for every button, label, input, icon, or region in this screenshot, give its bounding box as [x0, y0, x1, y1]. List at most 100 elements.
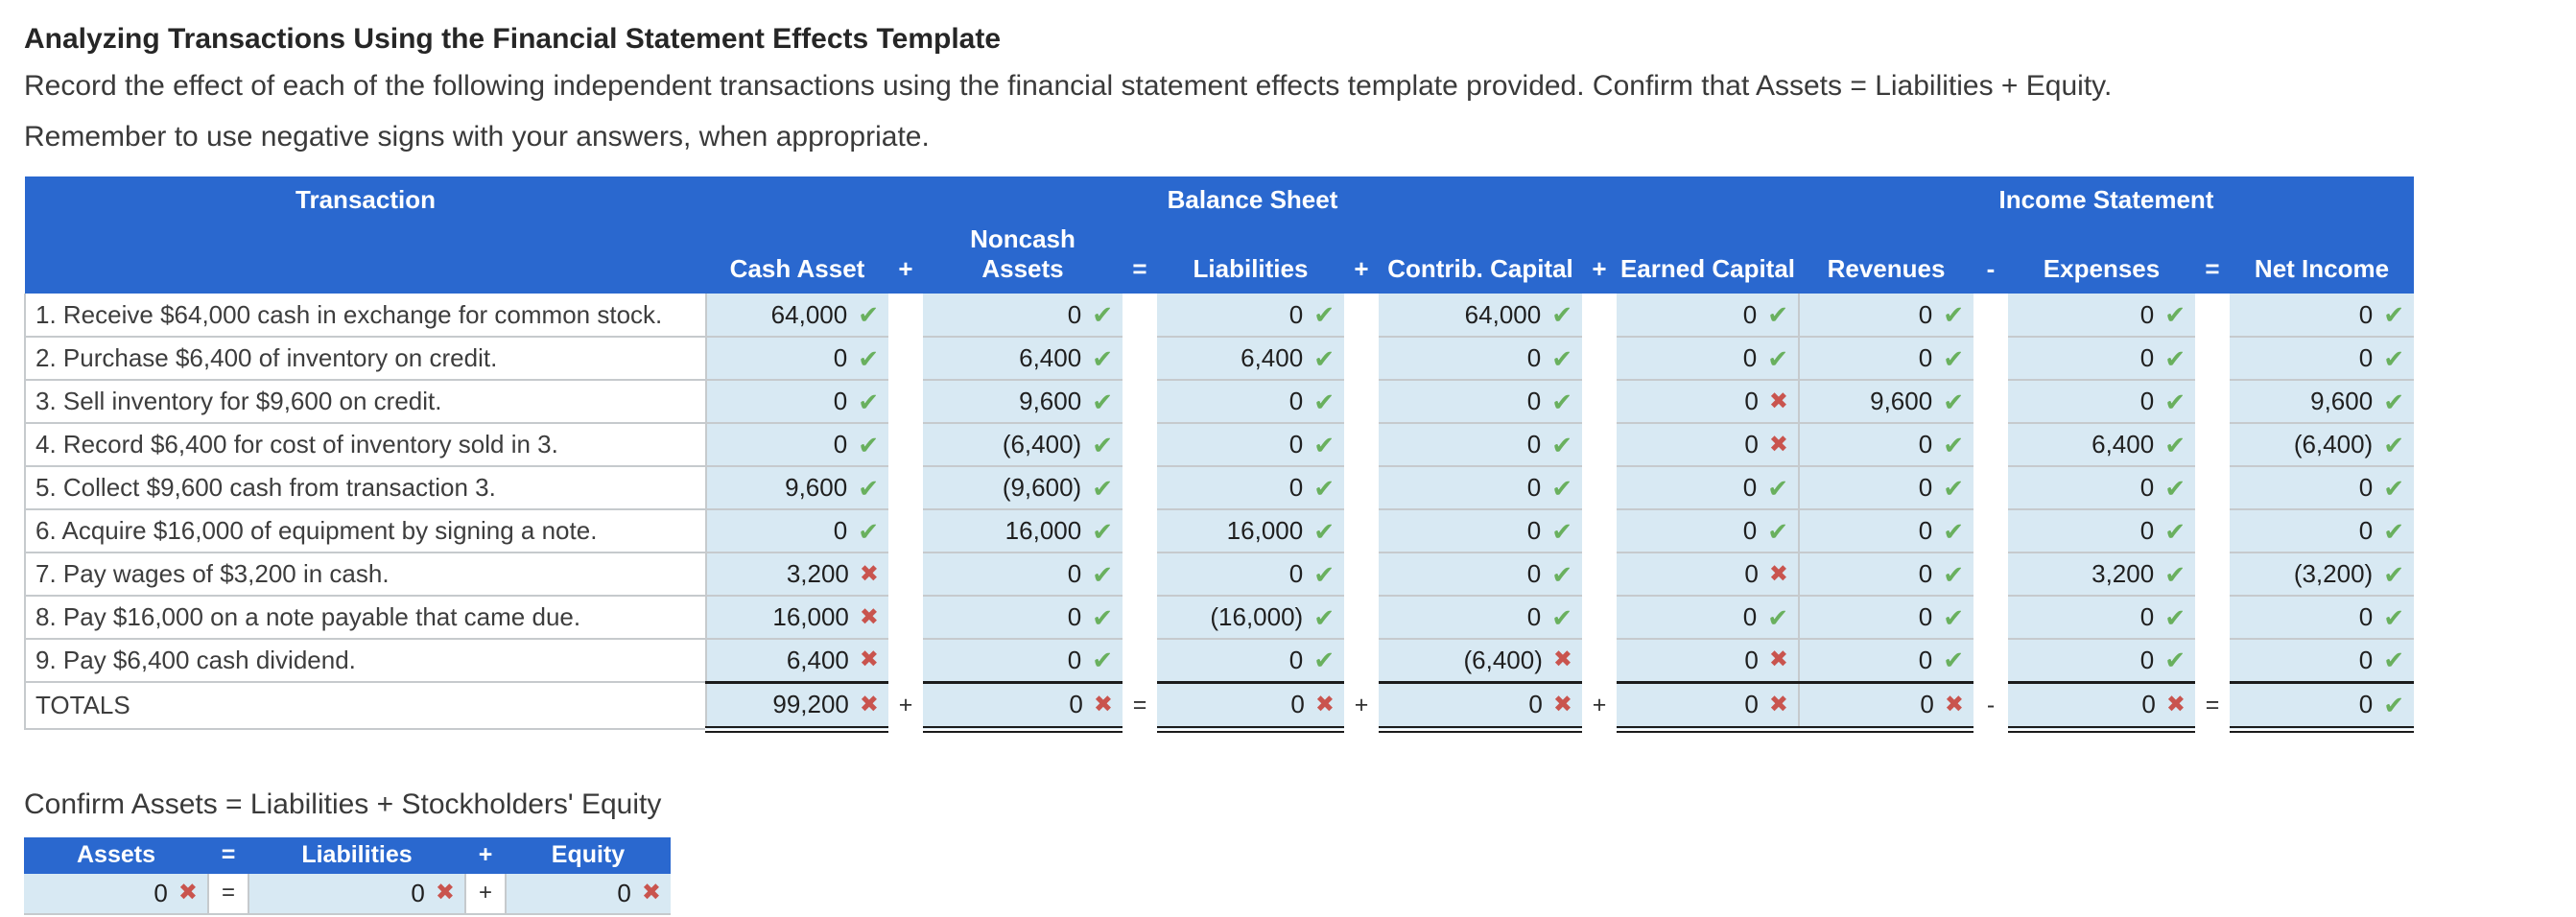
value-cell-expenses[interactable]: 0 ✔ [2008, 294, 2195, 338]
value-cell-net-income[interactable]: (6,400) ✔ [2230, 423, 2414, 467]
column-spacer [1582, 423, 1617, 466]
value-cell-earned-capital[interactable]: 0 ✖ [1617, 639, 1799, 683]
value-cell-cash-asset[interactable]: 0 ✔ [706, 509, 888, 553]
value-cell-contrib-capital[interactable]: 64,000 ✔ [1379, 294, 1582, 338]
value-cell-net-income[interactable]: 0 ✔ [2230, 509, 2414, 553]
value-cell-revenues[interactable]: 0 ✔ [1798, 596, 1973, 640]
value-cell-revenues[interactable]: 0 ✔ [1798, 553, 1973, 597]
value-cell-net-income[interactable]: 0 ✔ [2230, 596, 2414, 640]
value-cell-contrib-capital[interactable]: 0 ✔ [1379, 466, 1582, 510]
value-cell-revenues[interactable]: 0 ✔ [1798, 423, 1973, 467]
value-cell-liabilities[interactable]: 6,400 ✔ [1157, 337, 1344, 381]
value-cell-cash-asset[interactable]: 99,200 ✖ [706, 680, 888, 733]
value-cell-net-income[interactable]: 0 ✔ [2230, 294, 2414, 338]
value-cell-liabilities[interactable]: 0 ✔ [1157, 423, 1344, 467]
value-cell-contrib-capital[interactable]: 0 ✔ [1379, 380, 1582, 424]
value-cell-noncash-assets[interactable]: 9,600 ✔ [923, 380, 1123, 424]
value-cell-contrib-capital[interactable]: 0 ✖ [1379, 680, 1582, 733]
value-cell-earned-capital[interactable]: 0 ✖ [1617, 553, 1799, 597]
value-cell-liabilities[interactable]: 16,000 ✔ [1157, 509, 1344, 553]
value-cell-revenues[interactable]: 0 ✖ [1798, 680, 1973, 733]
value-cell-expenses[interactable]: 3,200 ✔ [2008, 553, 2195, 597]
value-cell-revenues[interactable]: 0 ✔ [1798, 294, 1973, 338]
value-cell-revenues[interactable]: 0 ✔ [1798, 466, 1973, 510]
cell-value: 0 [1526, 559, 1542, 588]
value-cell-expenses[interactable]: 0 ✔ [2008, 596, 2195, 640]
value-cell-net-income[interactable]: (3,200) ✔ [2230, 553, 2414, 597]
value-cell-noncash-assets[interactable]: 0 ✔ [923, 639, 1123, 683]
value-cell-earned-capital[interactable]: 0 ✔ [1617, 596, 1799, 640]
value-cell-confirm-equity[interactable]: 0 ✖ [506, 873, 671, 915]
column-spacer [1973, 639, 2008, 682]
value-cell-cash-asset[interactable]: 9,600 ✔ [706, 466, 888, 510]
value-cell-cash-asset[interactable]: 0 ✔ [706, 337, 888, 381]
check-icon: ✔ [1551, 473, 1572, 503]
value-cell-noncash-assets[interactable]: 16,000 ✔ [923, 509, 1123, 553]
value-cell-noncash-assets[interactable]: 0 ✔ [923, 596, 1123, 640]
value-cell-cash-asset[interactable]: 0 ✔ [706, 423, 888, 467]
value-cell-expenses[interactable]: 0 ✔ [2008, 639, 2195, 683]
value-cell-revenues[interactable]: 9,600 ✔ [1798, 380, 1973, 424]
value-cell-earned-capital[interactable]: 0 ✔ [1617, 509, 1799, 553]
value-cell-earned-capital[interactable]: 0 ✔ [1617, 466, 1799, 510]
check-icon: ✔ [2383, 300, 2404, 329]
value-cell-cash-asset[interactable]: 16,000 ✖ [706, 596, 888, 640]
value-cell-contrib-capital[interactable]: 0 ✔ [1379, 337, 1582, 381]
value-cell-noncash-assets[interactable]: 0 ✔ [923, 553, 1123, 597]
value-cell-revenues[interactable]: 0 ✔ [1798, 509, 1973, 553]
column-header-earned-capital: Earned Capital [1617, 219, 1799, 294]
value-cell-cash-asset[interactable]: 64,000 ✔ [706, 294, 888, 338]
value-cell-expenses[interactable]: 0 ✔ [2008, 337, 2195, 381]
value-cell-net-income[interactable]: 0 ✔ [2230, 466, 2414, 510]
column-header-contrib-capital: Contrib. Capital [1379, 219, 1582, 294]
check-icon: ✔ [1943, 559, 1964, 589]
value-cell-noncash-assets[interactable]: 0 ✔ [923, 294, 1123, 338]
value-cell-noncash-assets[interactable]: (6,400) ✔ [923, 423, 1123, 467]
value-cell-liabilities[interactable]: 0 ✔ [1157, 466, 1344, 510]
column-spacer [1123, 639, 1157, 682]
value-cell-expenses[interactable]: 0 ✔ [2008, 466, 2195, 510]
cell-value: 0 [1528, 690, 1543, 718]
value-cell-net-income[interactable]: 0 ✔ [2230, 680, 2414, 733]
value-cell-liabilities[interactable]: 0 ✖ [1157, 680, 1344, 733]
value-cell-cash-asset[interactable]: 0 ✔ [706, 380, 888, 424]
value-cell-liabilities[interactable]: 0 ✔ [1157, 553, 1344, 597]
value-cell-earned-capital[interactable]: 0 ✖ [1617, 680, 1799, 733]
value-cell-net-income[interactable]: 0 ✔ [2230, 337, 2414, 381]
value-cell-earned-capital[interactable]: 0 ✖ [1617, 380, 1799, 424]
column-header-label: Net Income [2254, 254, 2390, 284]
value-cell-liabilities[interactable]: 0 ✔ [1157, 639, 1344, 683]
value-cell-contrib-capital[interactable]: 0 ✔ [1379, 596, 1582, 640]
cell-value: 0 [1067, 299, 1082, 329]
column-spacer [1973, 596, 2008, 639]
value-cell-contrib-capital[interactable]: 0 ✔ [1379, 423, 1582, 467]
value-cell-revenues[interactable]: 0 ✔ [1798, 337, 1973, 381]
value-cell-expenses[interactable]: 0 ✔ [2008, 380, 2195, 424]
value-cell-earned-capital[interactable]: 0 ✖ [1617, 423, 1799, 467]
check-icon: ✔ [2164, 343, 2186, 373]
column-spacer [1344, 294, 1379, 337]
value-cell-noncash-assets[interactable]: 0 ✖ [923, 680, 1123, 733]
value-cell-expenses[interactable]: 0 ✔ [2008, 509, 2195, 553]
value-cell-expenses[interactable]: 6,400 ✔ [2008, 423, 2195, 467]
value-cell-revenues[interactable]: 0 ✔ [1798, 639, 1973, 683]
value-cell-net-income[interactable]: 0 ✔ [2230, 639, 2414, 683]
value-cell-noncash-assets[interactable]: (9,600) ✔ [923, 466, 1123, 510]
value-cell-cash-asset[interactable]: 6,400 ✖ [706, 639, 888, 683]
value-cell-expenses[interactable]: 0 ✖ [2008, 680, 2195, 733]
value-cell-contrib-capital[interactable]: 0 ✔ [1379, 509, 1582, 553]
value-cell-cash-asset[interactable]: 3,200 ✖ [706, 553, 888, 597]
value-cell-liabilities[interactable]: 0 ✔ [1157, 294, 1344, 338]
value-cell-confirm-assets[interactable]: 0 ✖ [24, 873, 208, 915]
value-cell-contrib-capital[interactable]: 0 ✔ [1379, 553, 1582, 597]
column-spacer [2195, 596, 2230, 639]
cell-value: (6,400) [1002, 430, 1082, 458]
value-cell-contrib-capital[interactable]: (6,400) ✖ [1379, 639, 1582, 683]
value-cell-net-income[interactable]: 9,600 ✔ [2230, 380, 2414, 424]
value-cell-liabilities[interactable]: 0 ✔ [1157, 380, 1344, 424]
value-cell-earned-capital[interactable]: 0 ✔ [1617, 294, 1799, 338]
value-cell-noncash-assets[interactable]: 6,400 ✔ [923, 337, 1123, 381]
value-cell-earned-capital[interactable]: 0 ✔ [1617, 337, 1799, 381]
value-cell-confirm-liabilities[interactable]: 0 ✖ [248, 873, 465, 915]
value-cell-liabilities[interactable]: (16,000) ✔ [1157, 596, 1344, 640]
